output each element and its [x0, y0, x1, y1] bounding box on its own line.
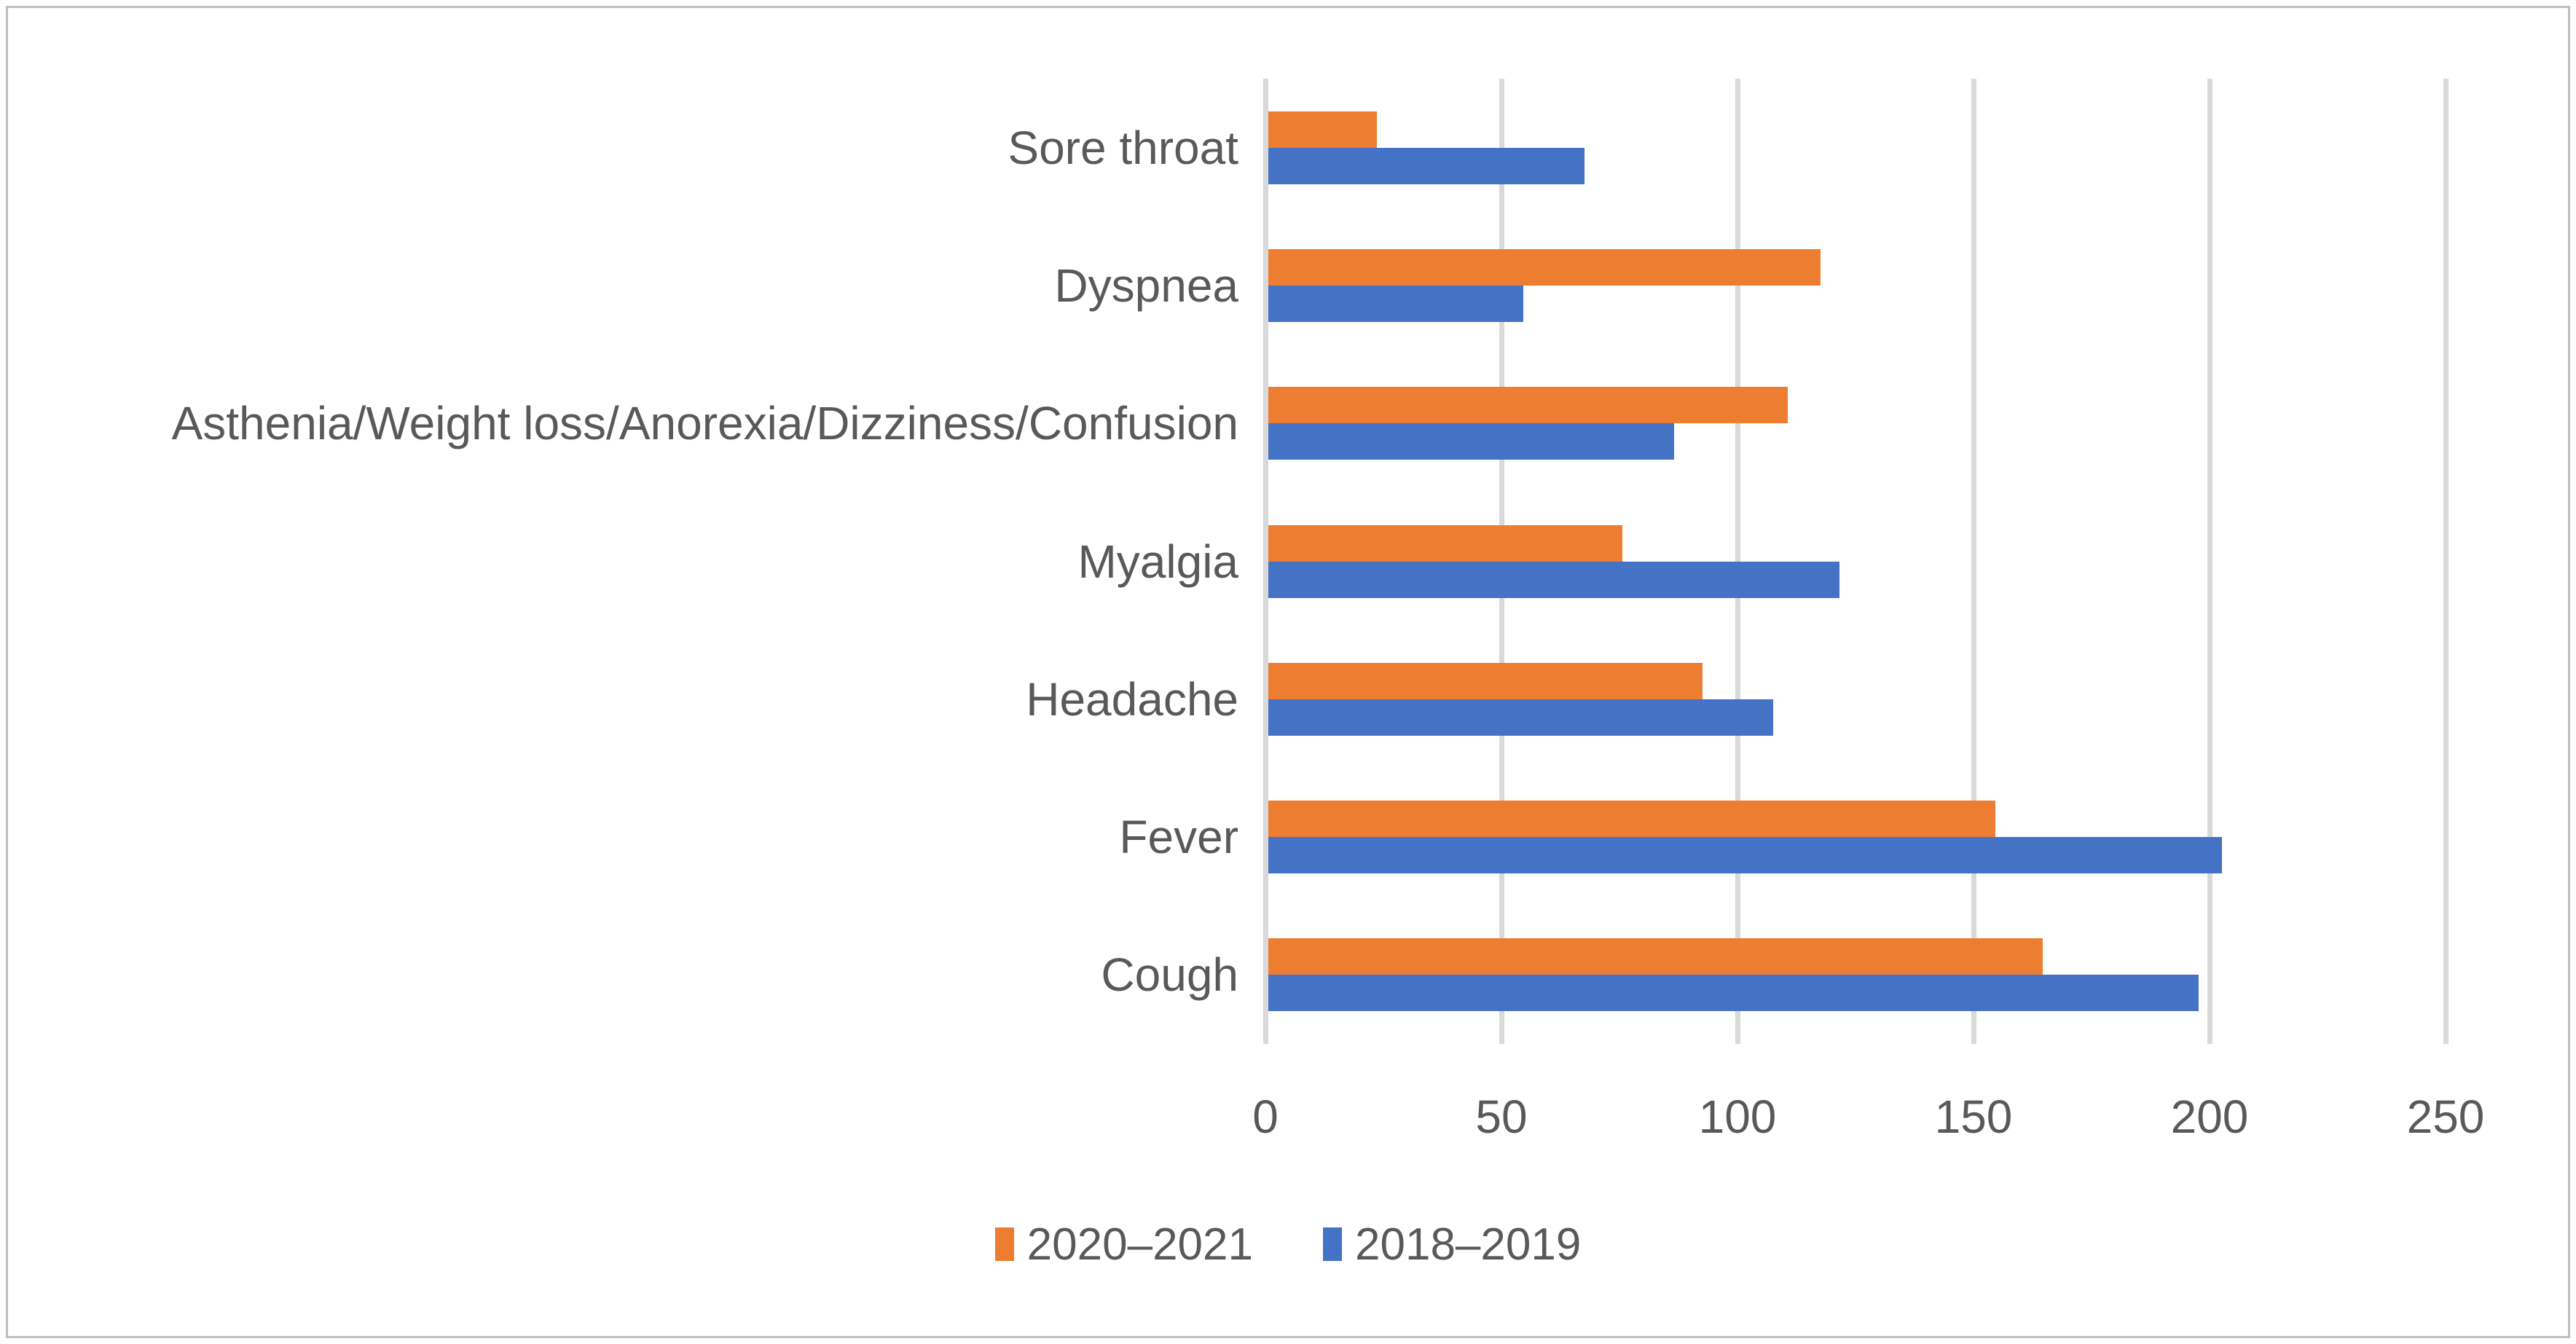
bar-series2: [1268, 561, 1840, 598]
bar-series1: [1268, 248, 1821, 286]
category-label: Fever: [1119, 811, 1238, 864]
legend-label: 2018–2019: [1355, 1219, 1582, 1270]
legend-item: 2020–2021: [994, 1219, 1253, 1270]
gridline: [2207, 79, 2212, 1044]
bar-series2: [1268, 699, 1774, 736]
legend-swatch: [1323, 1227, 1342, 1261]
bar-series2: [1268, 147, 1585, 184]
x-tick-label: 150: [1934, 1090, 2013, 1143]
category-label: Headache: [1026, 672, 1238, 726]
bar-series2: [1268, 423, 1675, 460]
category-label: Sore throat: [1008, 121, 1238, 174]
legend: 2020–2021 2018–2019: [0, 1218, 2576, 1270]
category-label: Myalgia: [1077, 535, 1238, 588]
category-label: Cough: [1101, 948, 1238, 1002]
chart-border: [6, 6, 2570, 1338]
bar-series1: [1268, 387, 1788, 424]
gridline: [2443, 79, 2449, 1044]
bar-series2: [1268, 975, 2199, 1012]
gridline: [1971, 79, 1976, 1044]
legend-label: 2020–2021: [1026, 1219, 1253, 1270]
legend-item: 2018–2019: [1323, 1219, 1581, 1270]
gridline: [1263, 79, 1268, 1044]
x-tick-label: 0: [1252, 1090, 1279, 1143]
bar-series2: [1268, 837, 2222, 874]
x-tick-label: 100: [1698, 1090, 1777, 1143]
x-tick-label: 200: [2170, 1090, 2249, 1143]
bar-series1: [1268, 801, 1995, 838]
category-label: Dyspnea: [1054, 259, 1238, 312]
bar-series1: [1268, 662, 1703, 699]
x-tick-label: 50: [1475, 1090, 1528, 1143]
category-label: Asthenia/Weight loss/Anorexia/Dizziness/…: [171, 397, 1238, 450]
bar-series2: [1268, 285, 1523, 322]
bar-series1: [1268, 938, 2043, 975]
x-tick-label: 250: [2406, 1090, 2485, 1143]
legend-swatch: [994, 1227, 1014, 1261]
bar-series1: [1268, 111, 1378, 148]
bar-series1: [1268, 524, 1622, 562]
plot-area: [1263, 79, 2449, 1044]
